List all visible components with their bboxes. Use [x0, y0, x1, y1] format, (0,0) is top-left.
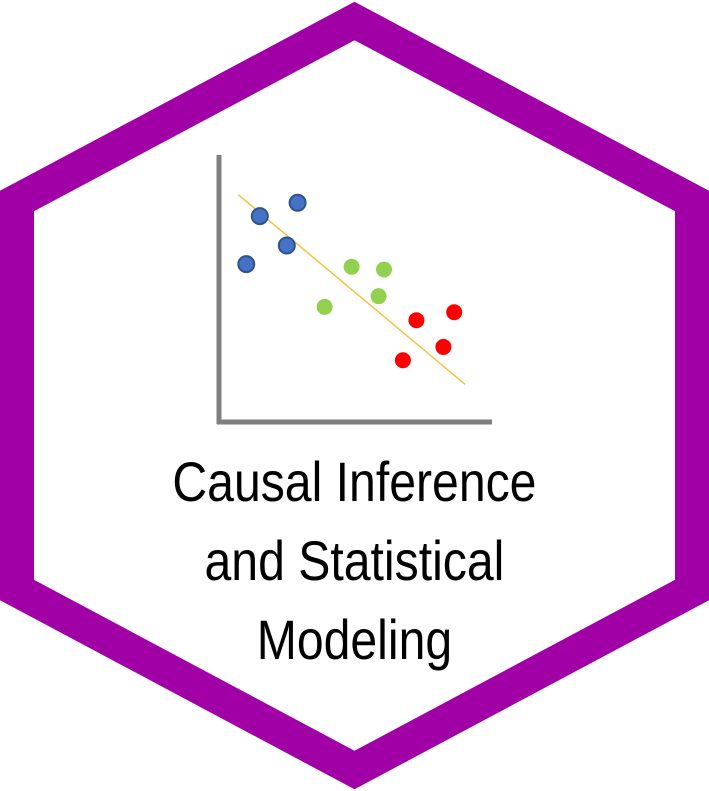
data-point	[408, 312, 425, 329]
data-point	[250, 207, 269, 226]
data-point	[446, 304, 463, 321]
data-point	[288, 193, 307, 212]
title-line-2: and Statistical	[204, 529, 505, 592]
title-line-3: Modeling	[256, 608, 453, 671]
data-points	[237, 193, 463, 369]
title-line-1: Causal Inference	[172, 450, 537, 513]
data-point	[316, 298, 333, 315]
data-point	[435, 338, 452, 355]
data-point	[277, 236, 296, 255]
data-point	[394, 352, 411, 369]
data-point	[376, 261, 392, 278]
trend-line	[237, 194, 466, 385]
data-point	[370, 288, 387, 305]
scatter-plot-illustration	[216, 155, 492, 425]
data-point	[237, 255, 256, 274]
data-point	[343, 258, 360, 275]
